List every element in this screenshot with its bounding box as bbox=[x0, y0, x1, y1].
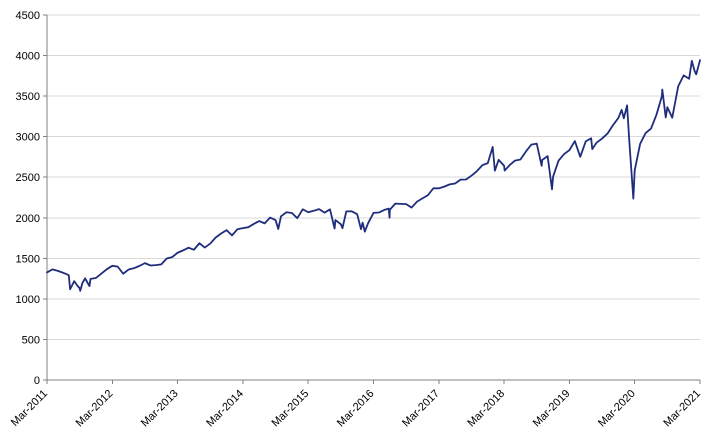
y-tick-label: 4500 bbox=[16, 10, 40, 22]
x-tick-label: Mar-2015 bbox=[270, 388, 312, 430]
y-tick-label: 3000 bbox=[16, 132, 40, 144]
y-tick-label: 4000 bbox=[16, 51, 40, 63]
x-tick-label: Mar-2021 bbox=[661, 388, 703, 430]
y-tick-label: 0 bbox=[34, 375, 40, 387]
series-line-index-value bbox=[46, 59, 701, 292]
y-tick-label: 2000 bbox=[16, 213, 40, 225]
x-tick-label: Mar-2019 bbox=[531, 388, 573, 430]
y-tick-label: 2500 bbox=[16, 172, 40, 184]
x-tick-label: Mar-2012 bbox=[74, 388, 116, 430]
y-tick-label: 1500 bbox=[16, 253, 40, 265]
x-tick-label: Mar-2011 bbox=[9, 388, 50, 429]
x-tick-label: Mar-2018 bbox=[465, 388, 507, 430]
x-tick-label: Mar-2016 bbox=[335, 388, 377, 430]
y-tick-label: 1000 bbox=[16, 294, 40, 306]
y-tick-label: 500 bbox=[22, 334, 40, 346]
x-tick-label: Mar-2013 bbox=[139, 388, 181, 430]
y-tick-label: 3500 bbox=[16, 91, 40, 103]
x-tick-label: Mar-2014 bbox=[204, 388, 246, 430]
x-tick-label: Mar-2017 bbox=[400, 388, 442, 430]
x-tick-label: Mar-2020 bbox=[596, 388, 638, 430]
